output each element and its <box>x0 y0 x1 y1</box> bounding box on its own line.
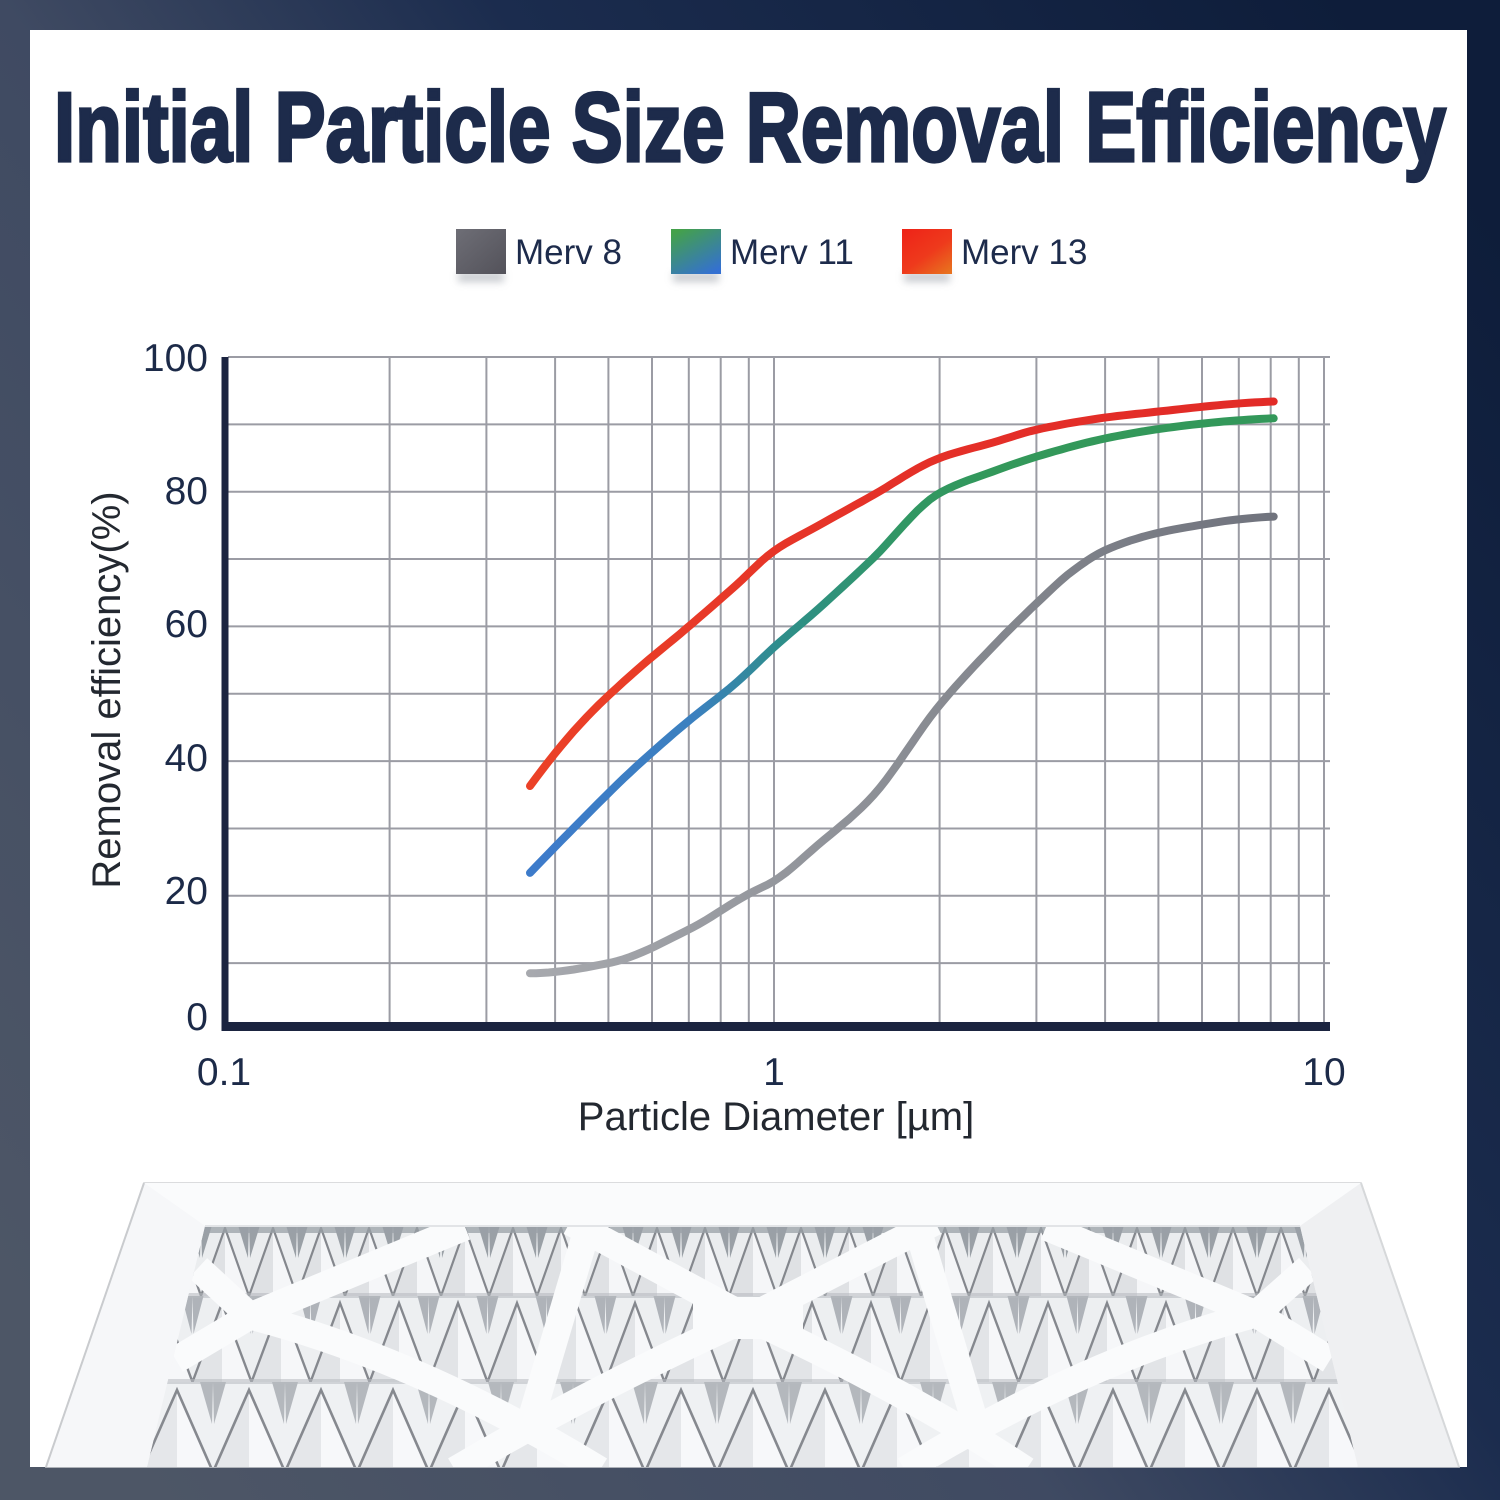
svg-text:60: 60 <box>165 603 208 646</box>
svg-text:Removal efficiency(%): Removal efficiency(%) <box>85 491 129 888</box>
svg-text:Merv 13: Merv 13 <box>961 233 1087 272</box>
svg-text:40: 40 <box>165 737 208 780</box>
svg-text:10: 10 <box>1302 1051 1345 1094</box>
svg-text:Merv 11: Merv 11 <box>730 233 854 272</box>
svg-text:1: 1 <box>763 1051 785 1094</box>
svg-text:Initial Particle Size Removal: Initial Particle Size Removal Efficiency <box>54 72 1446 182</box>
svg-text:Merv 8: Merv 8 <box>515 233 622 272</box>
svg-text:80: 80 <box>165 470 208 513</box>
svg-text:100: 100 <box>143 337 208 380</box>
svg-text:Particle Diameter [µm]: Particle Diameter [µm] <box>578 1095 974 1139</box>
svg-text:0: 0 <box>186 996 208 1039</box>
svg-text:20: 20 <box>165 870 208 913</box>
svg-text:0.1: 0.1 <box>197 1051 251 1094</box>
